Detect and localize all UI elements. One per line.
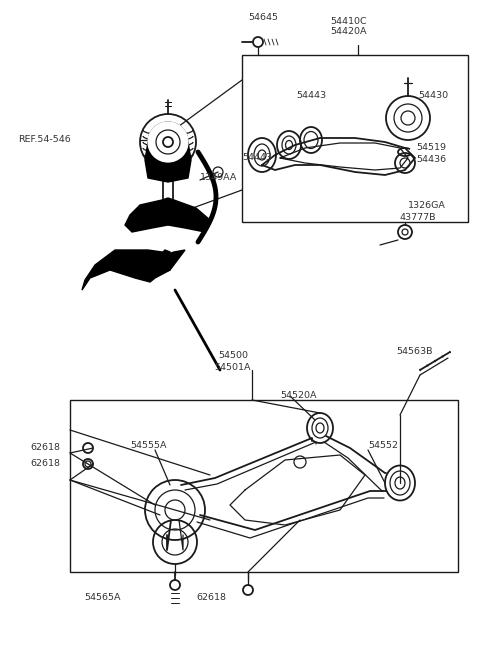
Text: 54645: 54645 <box>248 14 278 22</box>
Polygon shape <box>160 250 170 272</box>
Text: 54443: 54443 <box>242 154 272 163</box>
Polygon shape <box>82 250 185 290</box>
Bar <box>70 400 458 572</box>
Text: 1349AA: 1349AA <box>200 173 238 182</box>
Text: 43777B: 43777B <box>400 213 436 222</box>
Text: 54420A: 54420A <box>330 28 367 37</box>
Text: 54563B: 54563B <box>396 348 432 356</box>
Text: 1326GA: 1326GA <box>408 201 446 209</box>
Text: 54565A: 54565A <box>84 594 120 602</box>
Text: 54501A: 54501A <box>214 363 251 373</box>
Text: 54443: 54443 <box>296 91 326 100</box>
Polygon shape <box>145 142 191 182</box>
Bar <box>242 55 468 222</box>
Text: 54500: 54500 <box>218 352 248 361</box>
Polygon shape <box>125 198 210 232</box>
Text: 62618: 62618 <box>30 443 60 453</box>
Text: 54430: 54430 <box>418 91 448 100</box>
Text: 54520A: 54520A <box>280 392 316 401</box>
Circle shape <box>148 122 188 162</box>
Text: 62618: 62618 <box>30 459 60 468</box>
Text: 54436: 54436 <box>416 155 446 165</box>
Text: 54519: 54519 <box>416 144 446 152</box>
Text: 54552: 54552 <box>368 441 398 451</box>
Text: 54410C: 54410C <box>330 18 367 26</box>
Text: REF.54-546: REF.54-546 <box>18 136 71 144</box>
Text: 62618: 62618 <box>196 594 226 602</box>
Text: 54555A: 54555A <box>130 441 167 451</box>
